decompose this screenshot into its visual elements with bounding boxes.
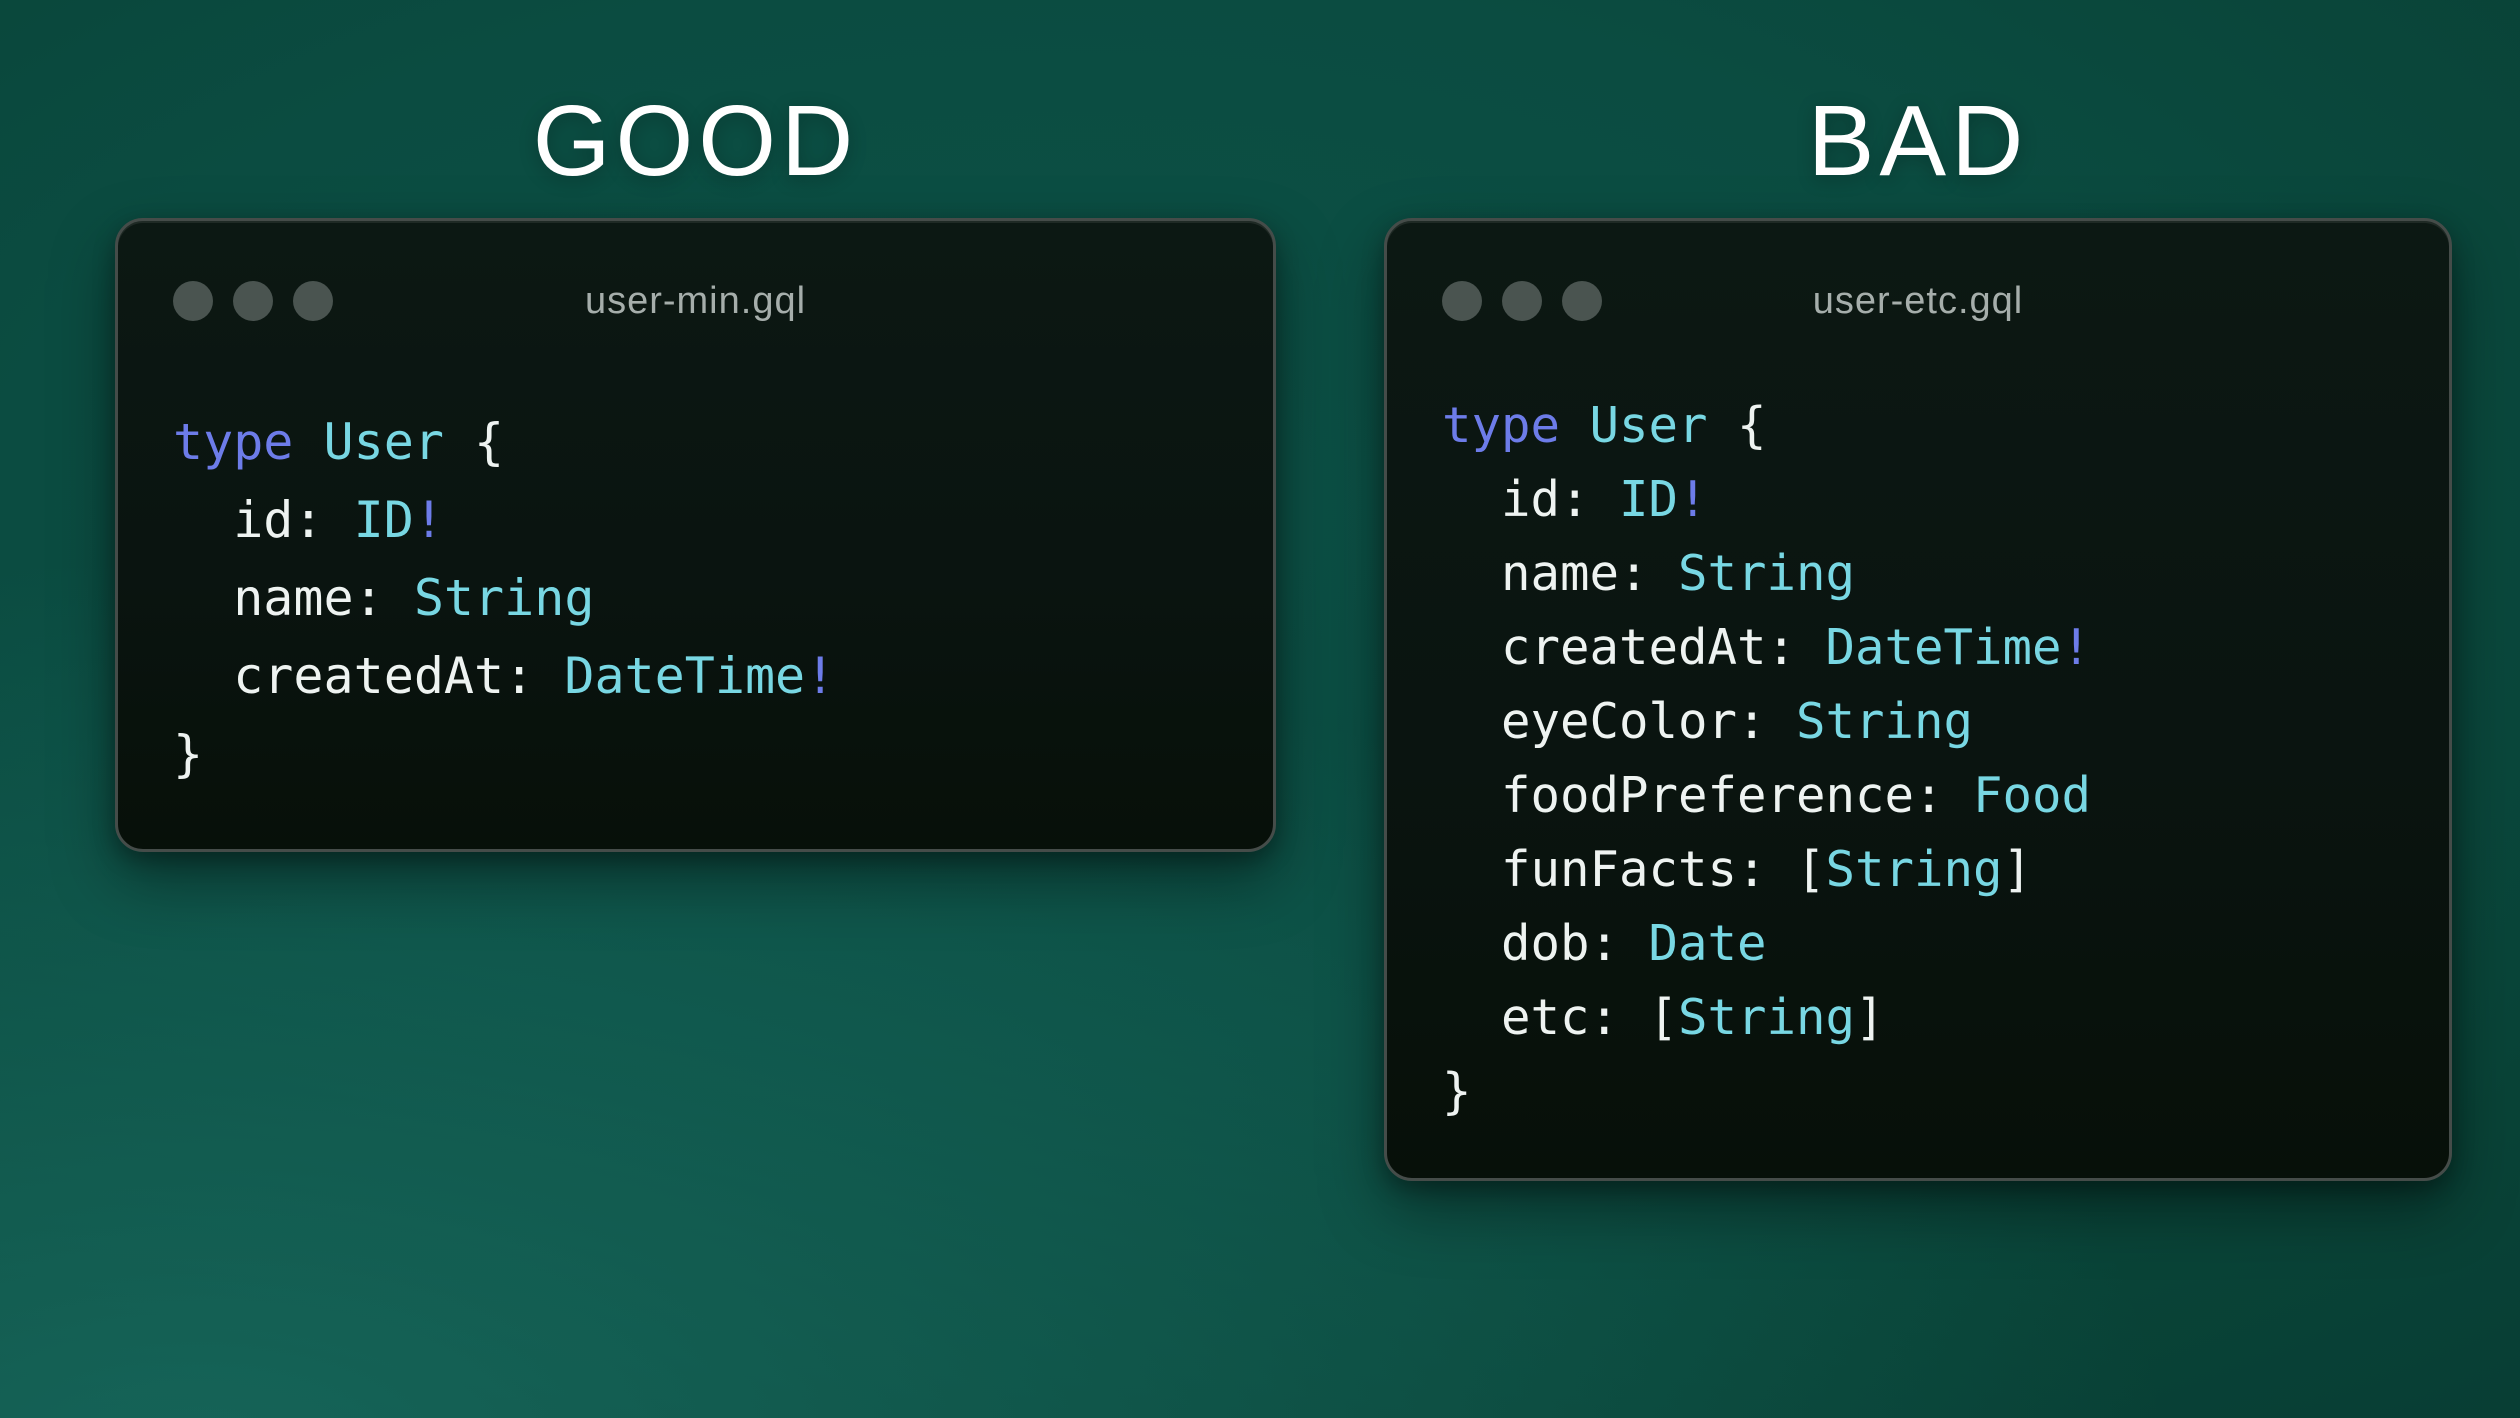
code-line: name: String xyxy=(173,559,1243,637)
code-line: } xyxy=(173,715,1243,793)
code-line: dob: Date xyxy=(1442,907,2419,981)
code-token-type: Date xyxy=(1648,915,1767,972)
window-titlebar: user-etc.gql xyxy=(1387,221,2449,361)
window-controls xyxy=(1442,281,1602,321)
code-token-type: String xyxy=(1678,989,1856,1046)
code-line: } xyxy=(1442,1055,2419,1129)
code-line: type User { xyxy=(1442,389,2419,463)
code-token-plain: dob: xyxy=(1442,915,1649,972)
window-control-dot-icon xyxy=(233,281,273,321)
code-line: foodPreference: Food xyxy=(1442,759,2419,833)
code-line: type User { xyxy=(173,403,1243,481)
code-line: createdAt: DateTime! xyxy=(173,637,1243,715)
code-line: id: ID! xyxy=(173,481,1243,559)
code-token-keyword: ! xyxy=(2061,619,2092,676)
code-token-plain: ] xyxy=(2002,841,2033,898)
bad-code-window: user-etc.gql type User { id: ID! name: S… xyxy=(1384,218,2452,1181)
code-token-plain xyxy=(293,413,323,471)
code-token-plain: { xyxy=(1707,397,1767,454)
code-token-plain: foodPreference: xyxy=(1442,767,1974,824)
code-token-plain: createdAt: xyxy=(1442,619,1826,676)
window-control-dot-icon xyxy=(1502,281,1542,321)
code-token-type: User xyxy=(1589,397,1708,454)
code-token-plain: name: xyxy=(173,569,414,627)
code-token-plain: ] xyxy=(1855,989,1885,1046)
window-titlebar: user-min.gql xyxy=(118,221,1273,361)
window-control-dot-icon xyxy=(1442,281,1482,321)
window-control-dot-icon xyxy=(1562,281,1602,321)
window-filename: user-etc.gql xyxy=(1812,280,2024,322)
code-token-type: DateTime xyxy=(1825,619,2062,676)
code-line: createdAt: DateTime! xyxy=(1442,611,2419,685)
bad-heading: BAD xyxy=(1807,85,2029,197)
code-line: name: String xyxy=(1442,537,2419,611)
good-heading: GOOD xyxy=(532,85,859,197)
code-token-plain: eyeColor: xyxy=(1442,693,1797,750)
code-token-keyword: ! xyxy=(1678,471,1708,528)
code-line: funFacts: [String] xyxy=(1442,833,2419,907)
code-token-plain: { xyxy=(443,413,505,471)
code-token-keyword: ! xyxy=(805,647,836,705)
code-block: type User { id: ID! name: String created… xyxy=(173,403,1243,793)
code-token-type: String xyxy=(413,569,595,627)
code-token-plain: id: xyxy=(173,491,354,549)
code-token-plain: } xyxy=(173,725,204,783)
code-token-plain: etc: [ xyxy=(1442,989,1679,1046)
code-line: etc: [String] xyxy=(1442,981,2419,1055)
code-token-type: User xyxy=(323,413,444,471)
code-token-type: DateTime xyxy=(564,647,806,705)
code-token-keyword: type xyxy=(1442,397,1561,454)
code-token-plain: funFacts: [ xyxy=(1442,841,1826,898)
good-code-window: user-min.gql type User { id: ID! name: S… xyxy=(115,218,1276,852)
code-token-plain: } xyxy=(1442,1063,1472,1120)
code-token-type: String xyxy=(1678,545,1856,602)
code-token-type: String xyxy=(1796,693,1974,750)
code-line: eyeColor: String xyxy=(1442,685,2419,759)
code-token-type: Food xyxy=(1973,767,2092,824)
window-control-dot-icon xyxy=(173,281,213,321)
code-token-type: String xyxy=(1825,841,2003,898)
code-token-plain xyxy=(1560,397,1590,454)
code-token-type: ID xyxy=(353,491,414,549)
code-block: type User { id: ID! name: String created… xyxy=(1442,389,2419,1129)
window-control-dot-icon xyxy=(293,281,333,321)
window-filename: user-min.gql xyxy=(584,280,807,322)
code-line: id: ID! xyxy=(1442,463,2419,537)
code-token-plain: name: xyxy=(1442,545,1679,602)
code-token-plain: id: xyxy=(1442,471,1620,528)
code-token-keyword: type xyxy=(173,413,294,471)
code-token-keyword: ! xyxy=(413,491,444,549)
code-token-type: ID xyxy=(1619,471,1679,528)
window-controls xyxy=(173,281,333,321)
code-token-plain: createdAt: xyxy=(173,647,565,705)
